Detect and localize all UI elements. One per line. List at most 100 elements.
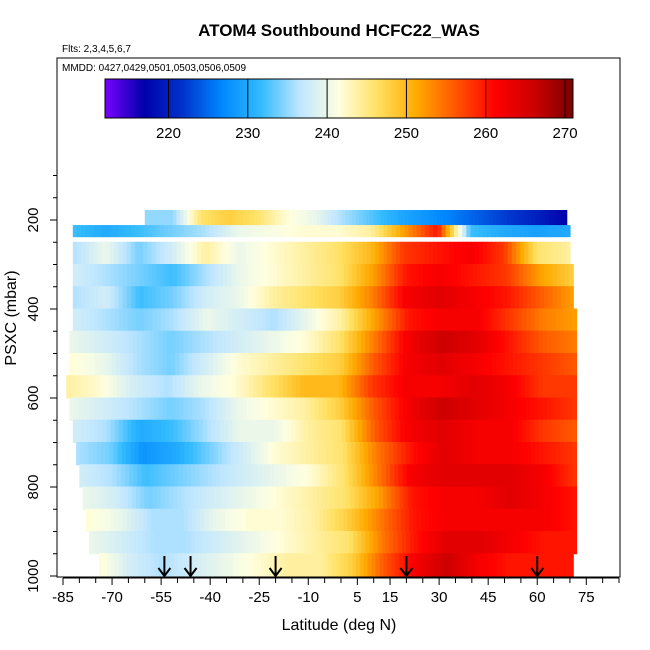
heatmap-cell — [235, 286, 241, 310]
heatmap-cell — [489, 210, 494, 230]
heatmap-cell — [136, 486, 141, 510]
heatmap-cell — [189, 486, 195, 510]
heatmap-cell — [481, 486, 487, 510]
heatmap-cell — [484, 308, 489, 332]
heatmap-cell — [166, 353, 172, 377]
heatmap-cell — [90, 353, 96, 377]
heatmap-cell — [219, 531, 224, 555]
heatmap-cell — [527, 508, 533, 532]
heatmap-cell — [504, 375, 510, 399]
heatmap-cell — [428, 353, 434, 377]
heatmap-cell — [85, 308, 91, 332]
heatmap-cell — [563, 419, 569, 443]
heatmap-cell — [114, 419, 120, 443]
heatmap-cell — [475, 330, 480, 354]
heatmap-cell — [423, 286, 428, 310]
heatmap-cell — [265, 308, 271, 332]
heatmap-cell — [142, 553, 147, 577]
heatmap-cell — [414, 375, 420, 399]
heatmap-cell — [166, 330, 172, 354]
heatmap-cell — [272, 353, 278, 377]
heatmap-cell — [351, 553, 357, 577]
heatmap-cell — [508, 330, 514, 354]
heatmap-cell — [250, 241, 256, 265]
heatmap-cell — [130, 225, 136, 238]
heatmap-cell — [511, 225, 517, 238]
heatmap-cell — [390, 353, 396, 377]
heatmap-cell — [488, 442, 494, 466]
heatmap-cell — [494, 553, 499, 577]
heatmap-cell — [388, 508, 394, 532]
heatmap-cell — [521, 397, 527, 421]
heatmap-cell — [126, 241, 132, 265]
heatmap-cell — [221, 397, 227, 421]
heatmap-cell — [383, 225, 389, 238]
heatmap-cell — [243, 264, 249, 288]
profile-marker-arrow — [268, 556, 283, 578]
heatmap-cell — [396, 508, 402, 532]
heatmap-cell — [477, 464, 482, 488]
heatmap-cell — [134, 375, 140, 399]
heatmap-cell — [525, 397, 531, 421]
heatmap-cell — [118, 508, 124, 532]
heatmap-cell — [567, 375, 573, 399]
heatmap-cell — [513, 330, 518, 354]
heatmap-cell — [379, 225, 385, 238]
heatmap-cell — [339, 286, 345, 310]
heatmap-cell — [85, 264, 91, 288]
heatmap-cell — [404, 225, 409, 238]
heatmap-cell — [127, 264, 132, 288]
heatmap-cell — [293, 397, 299, 421]
heatmap-cell — [453, 353, 459, 377]
heatmap-cell — [352, 264, 357, 288]
heatmap-cell — [390, 397, 396, 421]
heatmap-cell — [477, 264, 483, 288]
heatmap-cell — [224, 464, 230, 488]
heatmap-cell — [506, 210, 512, 230]
heatmap-cell — [226, 225, 231, 238]
heatmap-cell — [420, 353, 425, 377]
heatmap-cell — [111, 397, 117, 421]
heatmap-cell — [194, 308, 200, 332]
heatmap-cell — [387, 241, 393, 265]
heatmap-cell — [246, 241, 252, 265]
heatmap-cell — [72, 225, 78, 238]
heatmap-cell — [519, 531, 525, 555]
heatmap-cell — [253, 553, 258, 577]
heatmap-cell — [572, 375, 578, 399]
heatmap-cell — [425, 508, 430, 532]
heatmap-cell — [506, 486, 512, 510]
heatmap-cell — [407, 353, 413, 377]
heatmap-cell — [495, 375, 501, 399]
heatmap-cell — [400, 508, 406, 532]
heatmap-cell — [210, 286, 216, 310]
heatmap-cell — [148, 308, 154, 332]
heatmap-cell — [564, 464, 569, 488]
heatmap-band — [69, 353, 578, 377]
heatmap-cell — [138, 553, 144, 577]
heatmap-cell — [548, 264, 553, 288]
heatmap-cell — [471, 419, 477, 443]
heatmap-cell — [156, 308, 162, 332]
heatmap-cell — [97, 419, 103, 443]
heatmap-cell — [233, 508, 238, 532]
heatmap-cell — [365, 330, 371, 354]
heatmap-cell — [318, 397, 324, 421]
heatmap-cell — [172, 375, 178, 399]
heatmap-cell — [175, 397, 180, 421]
heatmap-cell — [478, 210, 483, 230]
heatmap-cell — [66, 375, 72, 399]
heatmap-cell — [523, 286, 528, 310]
heatmap-cell — [559, 464, 565, 488]
heatmap-cell — [442, 308, 447, 332]
heatmap-cell — [302, 210, 308, 230]
heatmap-cell — [168, 241, 173, 265]
heatmap-cell — [462, 508, 467, 532]
heatmap-cell — [314, 353, 320, 377]
heatmap-cell — [499, 531, 504, 555]
heatmap-cell — [188, 442, 194, 466]
heatmap-cell — [429, 419, 435, 443]
heatmap-cell — [445, 508, 451, 532]
heatmap-cell — [430, 553, 436, 577]
heatmap-cell — [193, 286, 199, 310]
